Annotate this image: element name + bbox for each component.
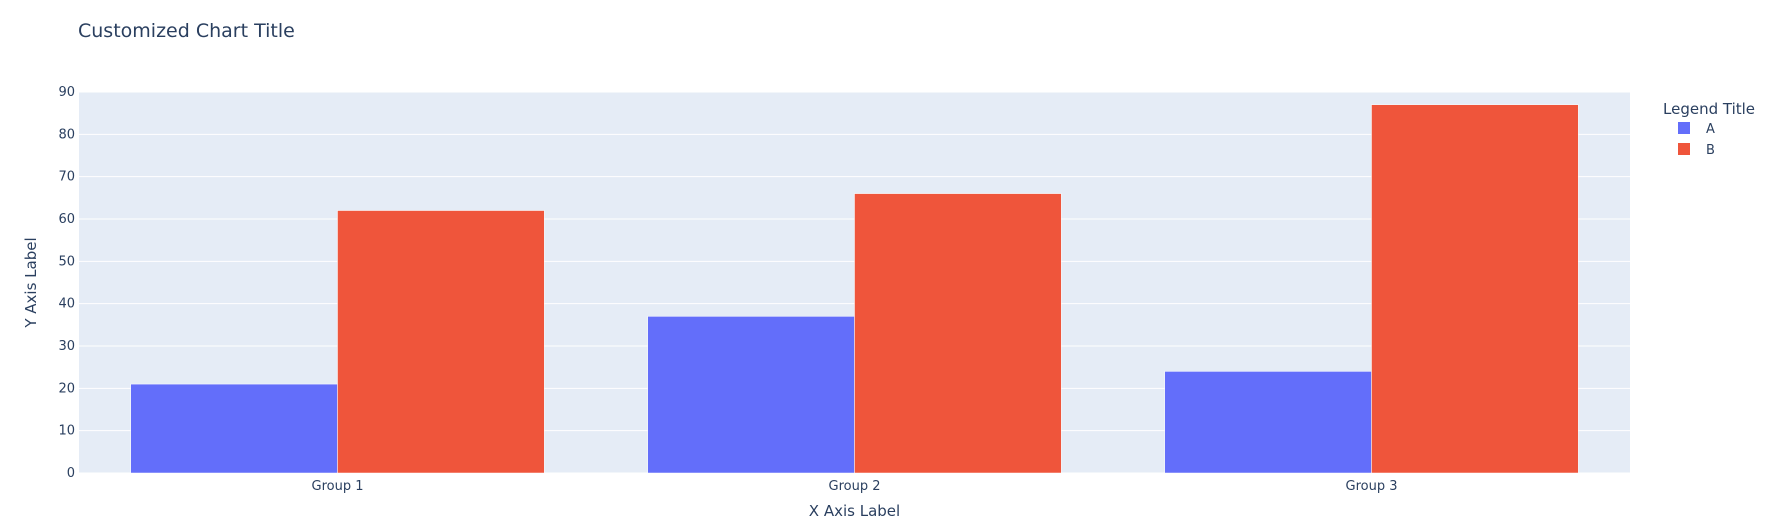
legend: Legend Title AB [1663,100,1755,158]
y-tick-label: 60 [58,212,75,227]
x-axis-ticks: Group 1 Group 2 Group 3 [312,479,1398,494]
bar-b-group-3 [1371,104,1579,474]
legend-items: AB [1678,122,1715,158]
bar-a-group-2 [647,316,855,474]
bar-b-group-1 [337,210,545,474]
bar-b-group-2 [854,193,1062,474]
x-tick-label: Group 3 [1346,479,1398,494]
x-axis-label: X Axis Label [809,502,900,520]
legend-label-a[interactable]: A [1706,122,1715,137]
y-tick-label: 80 [58,127,75,142]
plot-area [79,91,1630,474]
bars [130,104,1579,474]
y-tick-label: 70 [58,170,75,185]
y-tick-label: 0 [67,466,75,481]
y-tick-label: 20 [58,381,75,396]
y-axis-ticks: 0 10 20 30 40 50 60 70 80 90 [58,85,75,481]
x-tick-label: Group 1 [312,479,364,494]
bar-a-group-1 [130,383,338,474]
legend-title: Legend Title [1663,100,1755,118]
x-tick-label: Group 2 [829,479,881,494]
y-axis-label: Y Axis Label [22,237,40,328]
bar-a-group-3 [1164,371,1372,474]
y-tick-label: 10 [58,424,75,439]
legend-swatch-a[interactable] [1678,122,1690,134]
y-tick-label: 50 [58,254,75,269]
y-tick-label: 30 [58,339,75,354]
y-tick-label: 40 [58,297,75,312]
chart-title: Customized Chart Title [78,20,295,42]
legend-swatch-b[interactable] [1678,143,1690,155]
y-tick-label: 90 [58,85,75,100]
legend-label-b[interactable]: B [1706,143,1715,158]
